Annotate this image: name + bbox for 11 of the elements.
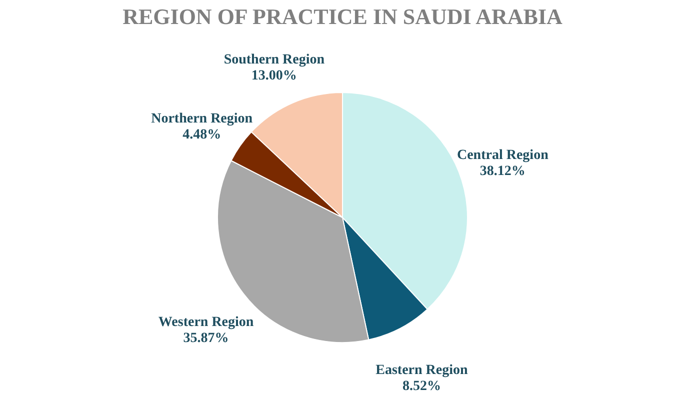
slice-label: Northern Region — [151, 112, 253, 127]
slice-label: Eastern Region — [376, 363, 468, 378]
chart-title: REGION OF PRACTICE IN SAUDI ARABIA — [122, 4, 563, 29]
slice-label: Central Region — [456, 148, 549, 163]
slice-label: Western Region — [158, 315, 254, 330]
data-label: 13.00% — [251, 68, 297, 84]
data-label: 4.48% — [182, 128, 222, 143]
data-label: 8.52% — [402, 379, 441, 394]
data-label: 38.12% — [480, 164, 526, 179]
slice-label: Southern Region — [224, 52, 325, 68]
data-label: 35.87% — [183, 331, 229, 346]
